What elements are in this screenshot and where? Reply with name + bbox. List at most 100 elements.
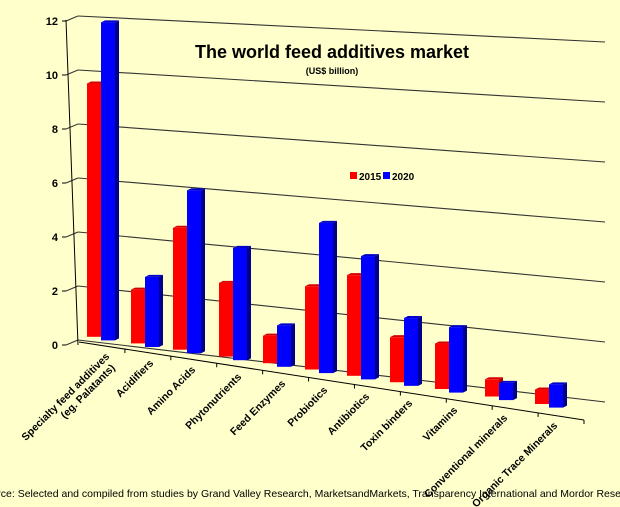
source-note: Source: Selected and compiled from studi…	[0, 488, 620, 500]
bar-top	[404, 316, 422, 319]
y-depth-line-4	[65, 231, 79, 238]
bar-front	[131, 289, 145, 344]
y-depth-line-0	[65, 339, 79, 346]
category-label: Specialty feed additives(eg. Palatants)	[19, 351, 120, 452]
bar-side	[563, 382, 567, 408]
bar-side	[513, 380, 517, 401]
bar-front	[305, 286, 319, 370]
bar-front	[277, 325, 291, 367]
bar-top	[549, 382, 567, 385]
gridline-0	[77, 339, 606, 403]
bar-2020-3	[233, 245, 251, 361]
bar-top	[305, 284, 323, 287]
bar-side	[333, 220, 337, 374]
bar-2020-5	[319, 220, 337, 374]
bar-2020-4	[277, 323, 295, 367]
bar-front	[233, 247, 247, 361]
legend-label-2020: 2020	[392, 172, 415, 183]
bar-2020-2	[187, 188, 205, 354]
bar-front	[435, 343, 449, 389]
bar-side	[463, 325, 467, 393]
bar-2020-0	[101, 20, 119, 341]
legend-swatch-2020	[383, 172, 390, 179]
category-label: Acidifiers	[114, 357, 156, 399]
bar-top	[131, 287, 149, 290]
bar-top	[263, 333, 281, 336]
bar-front	[404, 318, 418, 386]
bar-front	[361, 256, 375, 380]
y-depth-line-8	[65, 123, 79, 130]
y-depth-line-12	[65, 15, 79, 22]
bar-top	[485, 377, 503, 380]
gridline-8	[77, 123, 606, 163]
bar-top	[319, 220, 337, 223]
bar-side	[159, 274, 163, 347]
bar-2020-7	[404, 316, 422, 386]
bar-side	[418, 316, 422, 386]
legend-label-2015: 2015	[359, 172, 382, 183]
chart-title: The world feed additives market	[195, 42, 469, 62]
y-tick-label-6: 6	[52, 178, 58, 190]
gridline-12	[77, 15, 606, 43]
gridlines	[77, 15, 606, 403]
category-label-line: Specialty feed additives	[19, 351, 112, 444]
y-tick-label-4: 4	[52, 232, 59, 244]
bar-2020-8	[449, 325, 467, 393]
gridline-2	[77, 285, 606, 343]
bar-side	[115, 20, 119, 341]
category-label: Probiotics	[285, 384, 330, 429]
bar-top	[499, 380, 517, 383]
y-tick-label-12: 12	[46, 16, 58, 28]
bar-top	[187, 188, 205, 191]
bar-front	[319, 222, 333, 374]
y-tick-label-10: 10	[46, 70, 58, 82]
bar-front	[347, 275, 361, 376]
bar-side	[247, 245, 251, 361]
bar-front	[173, 227, 187, 350]
gridline-4	[77, 231, 606, 283]
bar-top	[535, 387, 553, 390]
bar-front	[535, 389, 549, 404]
y-axis: 0 2 4 6 8 10 12	[46, 15, 79, 352]
legend-swatch-2015	[350, 172, 357, 179]
y-axis-line	[65, 19, 79, 346]
bar-side	[291, 323, 295, 367]
category-label: Toxin binders	[359, 397, 416, 454]
y-tick-label-8: 8	[52, 124, 58, 136]
bar-side	[375, 254, 379, 380]
bar-top	[173, 225, 191, 228]
legend: 2015 2020	[350, 172, 415, 183]
y-tick-label-2: 2	[52, 286, 58, 298]
bar-top	[277, 323, 295, 326]
bar-top	[145, 274, 163, 277]
bar-2020-9	[499, 380, 517, 401]
bars	[87, 20, 567, 408]
bar-front	[219, 282, 233, 357]
gridline-6	[77, 177, 606, 223]
bar-top	[435, 341, 453, 344]
bar-front	[549, 384, 563, 408]
y-tick-label-0: 0	[52, 340, 58, 352]
bar-front	[390, 337, 404, 383]
bar-top	[101, 20, 119, 23]
x-axis	[78, 341, 585, 424]
bar-front	[263, 335, 277, 364]
bar-side	[201, 188, 205, 354]
bar-front	[145, 276, 159, 347]
bar-2020-6	[361, 254, 379, 380]
bar-front	[499, 382, 513, 401]
bar-2020-10	[549, 382, 567, 408]
bar-top	[87, 81, 105, 84]
bar-top	[361, 254, 379, 257]
category-label: Vitamins	[421, 404, 460, 443]
category-label: Feed Enzymes	[228, 378, 288, 438]
bar-front	[87, 83, 101, 337]
category-label: Amino Acids	[145, 364, 199, 418]
bar-top	[219, 280, 237, 283]
bar-front	[485, 379, 499, 397]
bar-front	[101, 22, 115, 341]
bar-2020-1	[145, 274, 163, 347]
chart-subtitle: (US$ billion)	[306, 66, 359, 76]
gridline-10	[77, 69, 606, 103]
